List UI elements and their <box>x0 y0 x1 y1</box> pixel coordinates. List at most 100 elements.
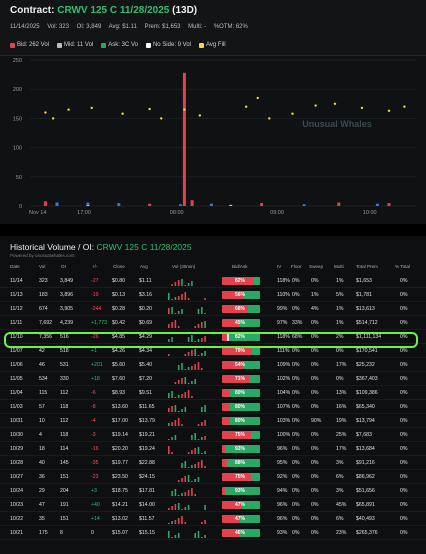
sparkbar <box>187 490 190 496</box>
column-header[interactable]: Bid/Ask <box>232 264 248 269</box>
stat-average: Avg: $1.11 <box>108 24 137 30</box>
cell-avg: $0.69 <box>139 320 152 326</box>
cell-multi: 6% <box>336 516 344 522</box>
sparkbar <box>174 382 177 384</box>
y-tick-label: 250 <box>13 58 22 64</box>
vol-30min-sparkbars <box>168 418 206 426</box>
legend-swatch <box>145 42 151 48</box>
sparkbar <box>181 294 183 300</box>
sparkbar <box>177 280 180 286</box>
cell-chg: -6 <box>91 390 96 396</box>
sparkbar <box>191 450 193 454</box>
sparkbar <box>197 462 200 468</box>
sparkbar <box>187 390 190 398</box>
table-row[interactable]: 11/10 7,356 516 -26 $4.85 $4.29 82% 118% 68% 0% 2%… <box>0 330 426 344</box>
sparkbar <box>201 453 203 454</box>
sparkbar <box>187 475 190 482</box>
bid-ask-bar: 93% <box>222 445 260 453</box>
table-row[interactable]: 11/03 57 118 -8 $13.60 $11.65 80% 107% 0% 0% 16% $6… <box>0 400 426 414</box>
sparkbar <box>174 282 177 286</box>
table-row[interactable]: 10/23 47 191 +40 $14.21 $14.00 47% 96% 0% 0% 45% $6… <box>0 498 426 512</box>
column-header[interactable]: Total Prem <box>356 264 378 269</box>
vol-30min-sparkbars <box>168 433 206 440</box>
cell-avg: $13.79 <box>139 418 155 424</box>
table-row[interactable]: 11/05 534 330 +18 $7.60 $7.20 71% 102% 0% 0% 0% $36… <box>0 372 426 386</box>
cell-total: 0% <box>400 390 408 396</box>
column-header[interactable]: +/- <box>92 264 98 269</box>
table-row[interactable]: 11/13 183 3,896 -19 $0.13 $3.16 56% 110% 0% 1% 5% $… <box>0 288 426 302</box>
table-row[interactable]: 10/24 29 204 +3 $18.75 $17.81 93% 94% 0% 0% 3% $51,… <box>0 484 426 498</box>
cell-close: $18.75 <box>112 488 128 494</box>
bid-segment <box>222 445 225 453</box>
cell-iv: 96% <box>277 446 288 452</box>
legend-swatch <box>57 42 63 48</box>
bid-ask-bar: 45% <box>222 319 260 327</box>
volume-bar-ask <box>375 203 379 206</box>
column-header[interactable]: Avg <box>140 264 148 269</box>
legend-item[interactable]: Bid: 262 Vol <box>10 42 49 48</box>
table-row[interactable]: 10/22 35 151 +14 $13.02 $11.57 47% 96% 0% 0% 6% $40… <box>0 512 426 526</box>
vol-30min-sparkbars <box>168 446 206 454</box>
table-row[interactable]: 11/07 42 518 +1 $4.26 $4.34 79% 111% 0% 0% 0% $170,… <box>0 344 426 358</box>
sparkbar <box>187 283 190 286</box>
legend-item[interactable]: Avg Fill <box>199 42 226 48</box>
intraday-volume-chart: 250 200 150 100 50 0 Unusual Whales Nov 14 17:00… <box>0 56 426 224</box>
column-header[interactable]: Vol <box>39 264 46 269</box>
avg-fill-point <box>291 112 294 115</box>
sparkbar <box>204 505 206 510</box>
vol-30min-sparkbars <box>168 503 206 510</box>
column-header[interactable]: Vol (30min) <box>172 264 196 269</box>
column-header[interactable]: Close <box>113 264 125 269</box>
cell-close: $7.60 <box>112 376 125 382</box>
bid-ask-bar: 56% <box>222 291 260 299</box>
legend-item[interactable]: Ask: 3C Vo <box>101 42 138 48</box>
bid-segment <box>222 347 253 355</box>
bid-ask-percent: 80% <box>235 390 246 396</box>
table-row[interactable]: 10/28 40 145 -35 $19.77 $22.88 88% 95% 0% 0% 3% $91… <box>0 456 426 470</box>
column-header[interactable]: Date <box>10 264 20 269</box>
vol-30min-sparkbars <box>168 320 206 328</box>
cell-sweep: 0% <box>311 362 319 368</box>
x-tick-label: 08:00 <box>170 210 184 216</box>
table-row[interactable]: 10/21 175 8 0 $15.07 $15.15 46% 93% 0% 0% 23% $265,… <box>0 526 426 540</box>
cell-oi: 4,239 <box>60 320 73 326</box>
sparkbar <box>187 337 190 342</box>
cell-vol: 7,692 <box>39 320 52 326</box>
sparkbar <box>187 298 190 300</box>
cell-floor: 0% <box>292 530 300 536</box>
table-row[interactable]: 11/14 323 3,849 -27 $0.80 $1.11 82% 118% 0% 0% 1% $… <box>0 274 426 288</box>
table-row[interactable]: 10/29 18 114 -16 $20.20 $19.24 93% 96% 0% 0% 17% $1… <box>0 442 426 456</box>
sparkbar <box>181 516 183 524</box>
column-header[interactable]: OI <box>61 264 66 269</box>
column-header[interactable]: IV <box>277 264 282 269</box>
cell-floor: 0% <box>292 474 300 480</box>
cell-chg: -4 <box>91 418 96 424</box>
table-row[interactable]: 11/06 46 531 +201 $5.60 $5.40 54% 109% 0% 0% 17% $2… <box>0 358 426 372</box>
sparkbar <box>197 309 200 314</box>
table-row[interactable]: 11/04 115 112 -6 $8.93 $9.51 80% 104% 0% 0% 13% $10… <box>0 386 426 400</box>
sparkbar <box>168 324 170 328</box>
table-row[interactable]: 11/11 7,692 4,239 +1,773 $0.42 $0.69 45% 97% 33%… <box>0 316 426 330</box>
bid-ask-percent: 71% <box>235 376 246 382</box>
column-header[interactable]: Floor <box>291 264 302 269</box>
table-row[interactable]: 10/31 10 112 -4 $17.00 $13.79 80% 103% 0% 90% 19% $… <box>0 414 426 428</box>
column-header[interactable]: % Total <box>395 264 410 269</box>
cell-chg: +3 <box>91 488 97 494</box>
column-header[interactable]: Multi <box>334 264 344 269</box>
cell-avg: $3.16 <box>139 292 152 298</box>
table-row[interactable]: 11/12 674 3,905 -244 $0.28 $0.20 68% 99% 0% 4% 1% $… <box>0 302 426 316</box>
column-header[interactable]: Sweep <box>309 264 324 269</box>
legend-item[interactable]: No Side: 9 Vol <box>145 42 191 48</box>
cell-multi: 1% <box>336 306 344 312</box>
cell-chg: -26 <box>91 334 99 340</box>
table-row[interactable]: 10/30 4 118 -3 $19.14 $19.21 75% 100% 0% 0% 25% $7,… <box>0 428 426 442</box>
bid-segment <box>222 487 225 495</box>
legend-item[interactable]: Mid: 11 Vol <box>57 42 93 48</box>
sparkbar <box>197 324 200 328</box>
sparkbar <box>171 337 173 342</box>
avg-fill-point <box>90 106 93 110</box>
cell-sweep: 0% <box>311 348 319 354</box>
table-row[interactable]: 10/27 36 151 -23 $23.50 $24.15 75% 92% 0% 0% 6% $86… <box>0 470 426 484</box>
contract-name[interactable]: CRWV 125 C 11/28/2025 <box>57 5 170 16</box>
sparkbar <box>184 354 187 356</box>
